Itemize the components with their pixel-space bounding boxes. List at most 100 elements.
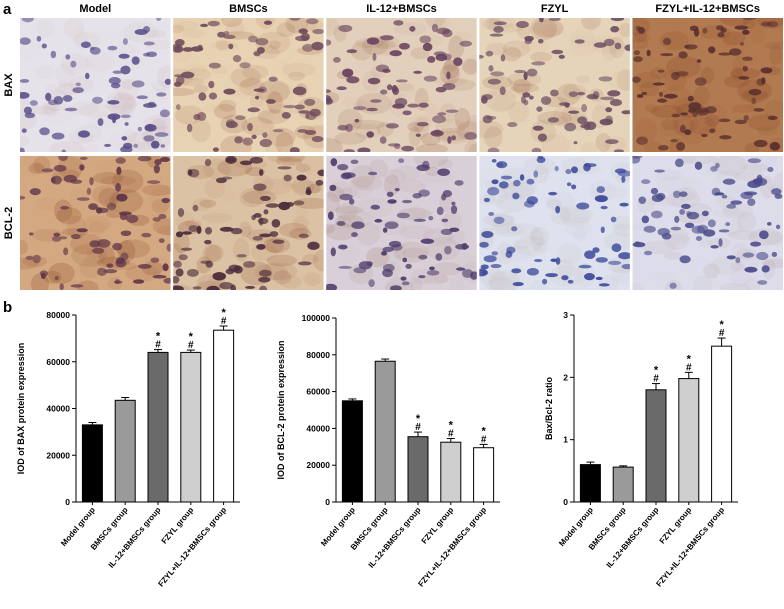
nucleus: [583, 121, 591, 131]
nucleus: [526, 178, 535, 185]
nucleus: [688, 108, 697, 113]
nucleus: [450, 205, 458, 215]
stain: [462, 58, 477, 75]
nucleus: [208, 62, 221, 69]
stain: [201, 212, 233, 223]
x-tick-label: FZYL group: [420, 505, 456, 545]
micrograph-content: [632, 18, 784, 152]
nucleus: [573, 141, 578, 145]
nucleus: [679, 124, 686, 134]
nucleus: [418, 275, 426, 279]
nucleus: [72, 87, 84, 94]
stain: [173, 87, 196, 96]
nucleus: [80, 41, 91, 48]
nucleus: [120, 65, 131, 75]
nucleus: [519, 174, 525, 181]
nucleus: [346, 76, 360, 84]
nucleus: [258, 169, 264, 176]
stain: [79, 257, 103, 278]
nucleus: [419, 35, 432, 44]
stain: [391, 165, 422, 181]
nucleus: [48, 99, 58, 106]
stain: [727, 230, 759, 241]
stain: [49, 140, 85, 152]
nucleus: [445, 109, 459, 113]
nucleus: [174, 39, 185, 47]
nucleus: [393, 20, 404, 26]
nucleus: [651, 210, 663, 219]
nucleus: [697, 109, 707, 113]
stain: [533, 164, 549, 184]
stain: [375, 40, 396, 49]
nucleus: [192, 204, 199, 212]
stain: [541, 133, 571, 152]
nucleus: [493, 21, 507, 26]
nucleus: [265, 203, 280, 208]
nucleus: [198, 92, 207, 101]
bar: [678, 378, 700, 503]
nucleus: [107, 100, 120, 105]
nucleus: [137, 126, 143, 132]
nucleus: [162, 263, 169, 272]
nucleus: [537, 156, 544, 160]
nucleus: [89, 240, 100, 248]
nucleus: [137, 263, 152, 269]
nucleus: [357, 147, 371, 152]
nucleus: [720, 27, 727, 33]
stain: [586, 55, 601, 65]
nucleus: [550, 258, 558, 262]
stain: [266, 254, 298, 267]
nucleus: [396, 212, 410, 219]
nucleus: [654, 169, 665, 173]
nucleus: [684, 222, 695, 229]
nucleus: [387, 143, 401, 147]
nucleus: [51, 132, 65, 140]
significance: #: [448, 429, 454, 440]
nucleus: [137, 156, 152, 162]
stain: [502, 40, 530, 58]
nucleus: [223, 88, 236, 95]
nucleus: [528, 95, 534, 100]
stain: [580, 142, 598, 152]
nucleus: [20, 79, 30, 83]
panel-label: b: [3, 299, 12, 316]
nucleus: [143, 26, 151, 33]
stain: [98, 187, 120, 208]
nucleus: [111, 115, 117, 124]
nucleus: [293, 200, 305, 206]
nucleus: [86, 187, 92, 195]
nucleus: [336, 86, 347, 91]
x-tick-label: FZYL+IL-12+BMSCs group: [156, 505, 228, 588]
nucleus: [174, 45, 184, 53]
nucleus: [263, 209, 269, 215]
nucleus: [259, 285, 268, 290]
stain: [240, 226, 254, 236]
nucleus: [516, 20, 529, 29]
nucleus: [632, 76, 641, 83]
y-axis-label: IOD of BAX protein expression: [16, 343, 26, 475]
nucleus: [541, 278, 548, 285]
nucleus: [718, 238, 723, 247]
stain: [663, 251, 682, 260]
nucleus: [327, 211, 334, 221]
stain: [11, 136, 30, 147]
nucleus: [661, 233, 672, 240]
nucleus: [29, 188, 41, 196]
stain: [241, 116, 275, 136]
significance: *: [719, 319, 724, 331]
stain: [233, 238, 250, 262]
stain: [434, 76, 467, 87]
nucleus: [262, 132, 268, 138]
nucleus: [212, 147, 219, 152]
nucleus: [695, 236, 703, 242]
nucleus: [289, 18, 301, 21]
nucleus: [311, 41, 324, 51]
stain: [312, 249, 324, 272]
nucleus: [330, 247, 336, 257]
nucleus: [415, 133, 421, 137]
nucleus: [143, 52, 151, 57]
nucleus: [595, 276, 603, 281]
significance: *: [687, 353, 692, 365]
nucleus: [771, 251, 778, 257]
